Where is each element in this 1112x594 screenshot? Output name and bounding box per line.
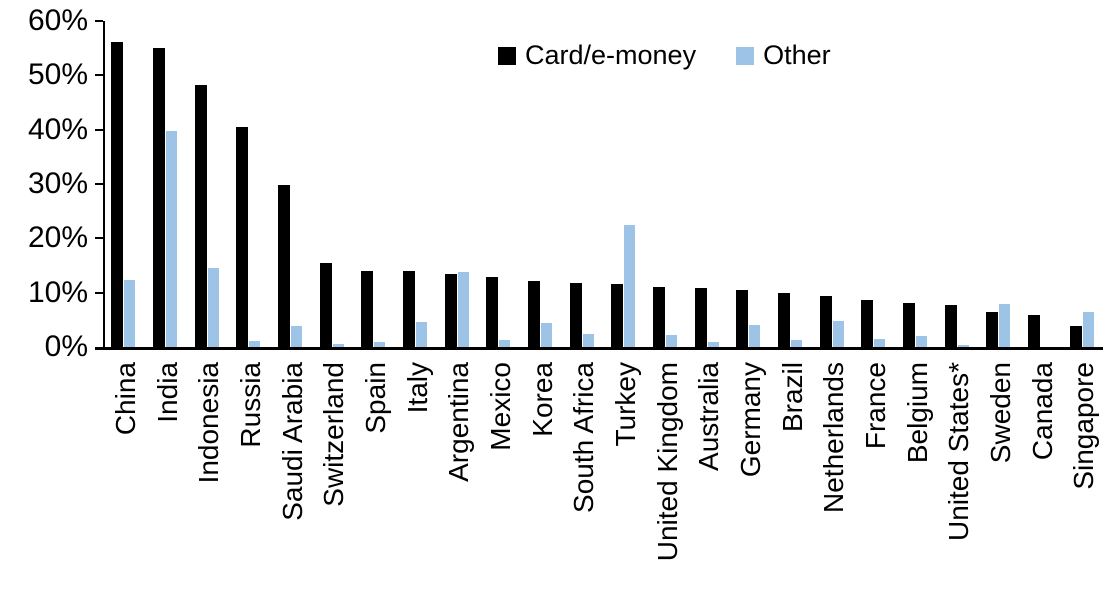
y-axis-label: 50% <box>27 58 88 92</box>
bar-other <box>666 335 677 347</box>
bar-card-e-money <box>861 299 874 347</box>
x-axis-label: Argentina <box>443 362 475 482</box>
bar-card-e-money <box>194 84 207 347</box>
x-axis-label: United States* <box>943 362 975 541</box>
x-axis-label: Indonesia <box>193 362 225 484</box>
x-axis-label: Brazil <box>776 362 808 433</box>
bar-card-e-money <box>819 296 832 347</box>
x-axis-label: Saudi Arabia <box>276 362 308 521</box>
x-axis-label: China <box>109 362 141 436</box>
x-axis-label: Spain <box>359 362 391 434</box>
bar-other <box>416 322 427 347</box>
x-axis-label: Sweden <box>984 362 1016 464</box>
bar-card-e-money <box>153 48 165 347</box>
bar-other <box>874 338 886 347</box>
x-axis-label: Netherlands <box>818 362 850 513</box>
legend-swatch-card-icon <box>498 46 516 65</box>
legend: Card/e-money Other <box>498 40 831 71</box>
x-axis-label: Italy <box>401 362 433 414</box>
legend-item-other: Other <box>736 40 831 71</box>
x-axis-label: South Africa <box>568 362 600 513</box>
bar-card-e-money <box>444 274 457 347</box>
bar-other <box>541 322 552 347</box>
x-axis-label: Korea <box>526 362 558 437</box>
bar-other <box>749 325 761 347</box>
x-axis-label: Mexico <box>484 362 516 451</box>
x-axis-label: Germany <box>734 362 766 478</box>
bar-card-e-money <box>1028 314 1040 347</box>
bar-card-e-money <box>778 293 790 347</box>
y-axis-tick <box>95 20 103 22</box>
bar-other <box>249 341 261 347</box>
bar-other <box>332 343 344 347</box>
legend-swatch-other-icon <box>736 46 755 65</box>
y-axis-line <box>103 21 105 347</box>
x-axis-label: Switzerland <box>318 362 350 507</box>
y-axis-label: 60% <box>27 4 88 37</box>
bar-other <box>374 342 386 347</box>
bar-card-e-money <box>694 288 707 347</box>
y-axis-tick <box>95 128 103 131</box>
y-axis-label: 0% <box>44 330 88 363</box>
bar-card-e-money <box>528 281 540 347</box>
bar-other <box>124 280 136 347</box>
x-axis-label: France <box>859 362 891 450</box>
bar-other <box>166 131 177 347</box>
y-axis-tick <box>95 237 103 240</box>
bar-card-e-money <box>653 287 665 347</box>
bar-card-e-money <box>403 270 415 347</box>
y-axis-label: 30% <box>27 167 88 200</box>
y-axis-tick <box>95 183 103 185</box>
bar-other <box>207 267 219 347</box>
x-axis-label: India <box>151 362 183 423</box>
y-axis-label: 40% <box>27 112 88 146</box>
bar-card-e-money <box>111 41 124 347</box>
bar-other <box>791 340 802 347</box>
bar-card-e-money <box>319 262 332 347</box>
bar-card-e-money <box>1069 325 1082 347</box>
bar-other <box>707 341 719 347</box>
bar-other <box>916 336 927 347</box>
x-axis-label: Russia <box>234 362 266 448</box>
bar-card-e-money <box>278 185 290 347</box>
y-axis-tick <box>95 74 103 77</box>
y-axis-label: 20% <box>27 221 88 255</box>
bar-card-e-money <box>486 277 499 347</box>
bar-other <box>499 340 511 347</box>
x-axis-label: Canada <box>1026 362 1058 461</box>
legend-item-card-e-money: Card/e-money <box>498 40 696 71</box>
bar-other <box>582 333 594 347</box>
y-axis-tick <box>95 291 103 294</box>
bar-card-e-money <box>569 283 582 347</box>
legend-label-card: Card/e-money <box>525 40 697 70</box>
x-axis-label: Singapore <box>1068 362 1100 490</box>
x-axis-label: Belgium <box>901 362 933 464</box>
bar-card-e-money <box>611 283 624 347</box>
bar-card-e-money <box>361 270 374 347</box>
legend-label-other: Other <box>763 40 831 70</box>
x-axis-label: United Kingdom <box>651 362 683 562</box>
bar-card-e-money <box>236 126 249 347</box>
bar-card-e-money <box>736 290 749 347</box>
y-axis-label: 10% <box>27 275 88 309</box>
bar-other <box>1082 311 1094 347</box>
bar-other <box>457 272 469 347</box>
x-axis-label: Australia <box>693 362 725 471</box>
bar-card-e-money <box>944 304 957 347</box>
bar-other <box>832 320 844 347</box>
bar-other <box>957 345 969 347</box>
bar-other <box>999 304 1011 347</box>
bar-card-e-money <box>903 302 915 347</box>
bar-other <box>291 326 302 347</box>
bar-other <box>624 225 636 347</box>
bar-card-e-money <box>986 312 999 347</box>
x-axis-line <box>95 347 1103 350</box>
x-axis-label: Turkey <box>609 362 641 447</box>
